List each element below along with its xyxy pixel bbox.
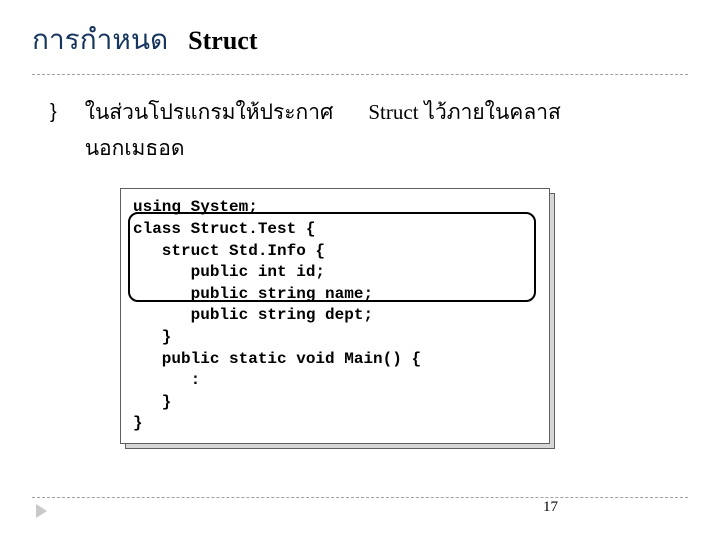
code-line-6: public string dept;: [133, 306, 373, 324]
code-line-9: :: [133, 371, 200, 389]
bullet-part-a: ในส่วนโปรแกรมให้ประกาศ: [85, 101, 334, 124]
arrow-icon: [36, 504, 47, 518]
bullet-struct-word: Struct: [368, 100, 418, 124]
footer: 17: [32, 497, 688, 518]
bullet-item: } ในส่วนโปรแกรมให้ประกาศ Struct ไว้ภายใน…: [50, 95, 660, 166]
bottom-divider: [32, 497, 688, 498]
code-block: using System; class Struct.Test { struct…: [120, 188, 550, 444]
title-english: Struct: [188, 26, 257, 56]
code-line-11: }: [133, 414, 143, 432]
code-line-5: public string name;: [133, 285, 373, 303]
bullet-line-2: นอกเมธอด: [85, 137, 185, 160]
code-line-2: class Struct.Test {: [133, 220, 315, 238]
code-line-10: }: [133, 393, 171, 411]
code-line-8: public static void Main() {: [133, 350, 421, 368]
bullet-brace-icon: }: [50, 98, 57, 126]
content-area: } ในส่วนโปรแกรมให้ประกาศ Struct ไว้ภายใน…: [0, 75, 720, 166]
code-line-7: }: [133, 328, 171, 346]
bullet-text: ในส่วนโปรแกรมให้ประกาศ Struct ไว้ภายในคล…: [85, 95, 561, 166]
slide-title-row: การกำหนด Struct: [0, 0, 720, 70]
code-line-4: public int id;: [133, 263, 325, 281]
code-line-1: using System;: [133, 198, 258, 216]
footer-row: 17: [32, 504, 688, 518]
title-thai: การกำหนด: [32, 18, 168, 62]
code-line-3: struct Std.Info {: [133, 242, 325, 260]
code-box: using System; class Struct.Test { struct…: [120, 188, 550, 444]
page-number: 17: [543, 499, 558, 516]
bullet-part-c: ไว้ภายในคลาส: [424, 101, 560, 124]
